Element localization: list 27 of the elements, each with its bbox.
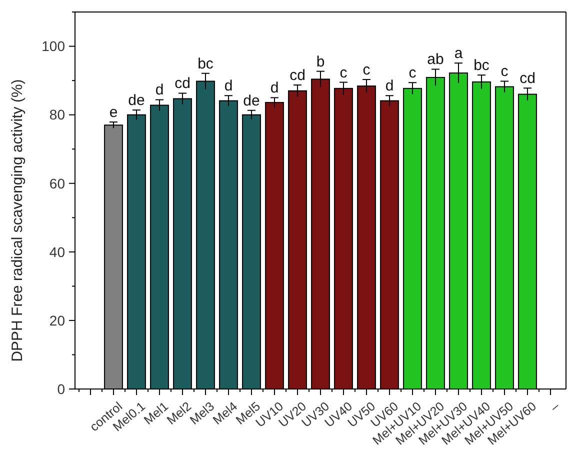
annotation: de: [243, 92, 260, 110]
annotation: c: [340, 64, 348, 82]
annotation: bc: [474, 57, 490, 74]
annotation: c: [500, 63, 509, 80]
y-axis-title: DPPH Free radical scavenging activity (%): [9, 79, 26, 362]
annotation: d: [155, 82, 164, 99]
annotation: bc: [198, 55, 214, 72]
annotation: cd: [290, 67, 306, 84]
annotation: d: [224, 78, 233, 95]
annotation: d: [385, 78, 394, 95]
y-tick-label: 60: [49, 175, 66, 192]
annotation: e: [109, 104, 118, 122]
y-tick-label: 80: [49, 106, 66, 123]
y-tick-label: 20: [49, 312, 66, 328]
annotation: de: [128, 92, 145, 110]
annotation: ab: [427, 51, 444, 68]
annotation: c: [362, 62, 371, 79]
annotation: a: [454, 45, 464, 62]
x-tick-label: –: [548, 399, 562, 414]
y-tick-label: 40: [49, 244, 66, 260]
annotation: cd: [174, 75, 190, 92]
annotation: b: [316, 53, 325, 70]
annotation: cd: [520, 70, 536, 88]
y-tick-label: 100: [42, 38, 66, 54]
annotation: c: [408, 64, 417, 82]
annotation: d: [270, 80, 279, 97]
y-tick-label: 0: [57, 380, 66, 397]
